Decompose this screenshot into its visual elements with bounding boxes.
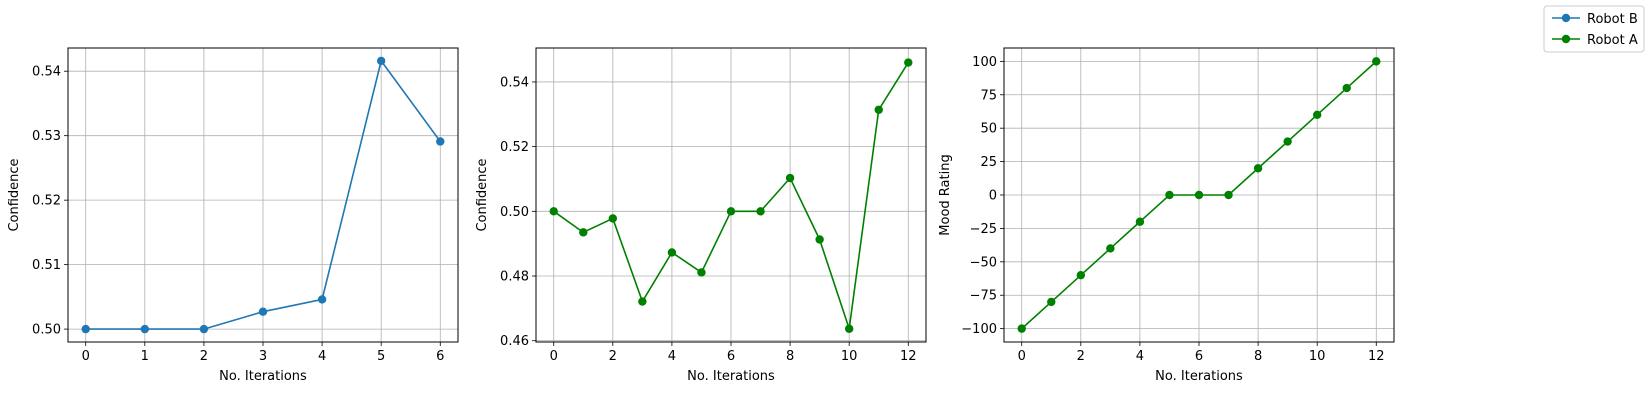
data-point-robot-a — [726, 207, 736, 216]
x-tick-label: 8 — [786, 349, 794, 364]
x-tick-label: 4 — [318, 349, 326, 364]
x-tick-label: 1 — [141, 349, 149, 364]
plot-frame — [67, 47, 459, 343]
legend-marker-robot-a — [1561, 34, 1571, 44]
y-tick-label: 0.52 — [500, 140, 529, 155]
data-point-robot-a — [1224, 190, 1233, 200]
y-tick-label: 0.46 — [500, 334, 529, 349]
x-tick-label: 0 — [1018, 349, 1026, 364]
y-tick-label: 0.52 — [32, 194, 61, 209]
data-point-robot-b — [81, 324, 90, 334]
data-point-robot-b — [317, 295, 327, 304]
x-tick-label: 8 — [1254, 349, 1262, 364]
y-tick-label: 0.54 — [500, 75, 529, 90]
x-tick-label: 6 — [1195, 349, 1203, 364]
data-point-robot-a — [756, 207, 765, 216]
y-tick-label: 0.50 — [32, 323, 61, 338]
x-tick-label: 4 — [1136, 349, 1144, 364]
plot-frame — [535, 47, 927, 343]
data-point-robot-a — [785, 173, 795, 183]
x-tick-label: 12 — [1368, 349, 1385, 364]
data-point-robot-a — [1165, 190, 1174, 200]
data-point-robot-a — [1076, 270, 1086, 280]
data-point-robot-a — [904, 58, 913, 67]
data-point-robot-a — [638, 297, 647, 306]
x-tick-label: 4 — [668, 349, 676, 364]
legend-label-robot-a: Robot A — [1587, 33, 1638, 48]
legend-label-robot-b: Robot B — [1587, 12, 1638, 27]
data-point-robot-a — [608, 214, 618, 223]
y-tick-label: −25 — [970, 222, 997, 237]
chart-panel-1: 0 1 2 3 4 5 6 0.50 0.51 0.52 0.53 0.54 No. Iteration… — [7, 47, 459, 384]
data-point-robot-a — [667, 248, 677, 257]
y-axis-label: Confidence — [475, 158, 490, 231]
chart-panel-2: 0 2 4 6 8 10 12 0.46 0.48 0.50 0.52 0.54 No. Iterati… — [475, 47, 927, 384]
x-tick-label: 0 — [550, 349, 558, 364]
data-point-robot-b — [436, 137, 445, 146]
x-tick-label: 5 — [377, 349, 385, 364]
data-point-robot-b — [199, 324, 209, 334]
x-tick-label: 2 — [609, 349, 617, 364]
legend: Robot B Robot A — [1543, 5, 1645, 53]
y-tick-label: 75 — [980, 88, 997, 103]
plot-frame — [1003, 47, 1395, 343]
x-tick-label: 2 — [1077, 349, 1085, 364]
y-tick-label: 100 — [972, 55, 997, 70]
y-tick-label: 0.50 — [500, 205, 529, 220]
y-tick-label: 25 — [980, 155, 997, 170]
y-tick-label: −75 — [970, 289, 997, 304]
data-point-robot-a — [1017, 324, 1026, 333]
x-tick-label: 6 — [727, 349, 735, 364]
x-tick-label: 10 — [841, 349, 858, 364]
data-point-robot-b — [258, 307, 268, 316]
y-axis-label: Mood Rating — [938, 154, 953, 235]
data-point-robot-a — [874, 105, 883, 114]
y-tick-label: 50 — [980, 122, 997, 137]
legend-marker-robot-b — [1561, 13, 1571, 23]
data-point-robot-a — [1253, 164, 1263, 173]
data-point-robot-a — [579, 228, 588, 237]
x-axis-label: No. Iterations — [219, 369, 307, 384]
data-point-robot-a — [697, 268, 706, 277]
y-tick-label: −100 — [961, 322, 997, 337]
y-axis-label: Confidence — [7, 158, 22, 231]
x-axis-label: No. Iterations — [687, 369, 775, 384]
data-point-robot-b — [376, 56, 386, 66]
data-point-robot-a — [1342, 83, 1351, 93]
data-point-robot-a — [1312, 110, 1322, 120]
data-point-robot-a — [844, 324, 854, 333]
x-tick-label: 12 — [900, 349, 917, 364]
x-tick-label: 10 — [1309, 349, 1326, 364]
x-tick-label: 6 — [436, 349, 444, 364]
x-tick-label: 0 — [82, 349, 90, 364]
y-tick-label: 0 — [989, 189, 997, 204]
chart-panel-3: 0 2 4 6 8 10 12 −100 −75 −50 −25 0 25 50 75 100 No. Iter… — [938, 47, 1395, 384]
data-point-robot-a — [1047, 297, 1056, 307]
y-tick-label: 0.51 — [32, 258, 61, 273]
data-point-robot-a — [549, 207, 558, 216]
data-point-robot-b — [140, 324, 150, 334]
data-point-robot-a — [1106, 244, 1115, 253]
data-point-robot-a — [1372, 57, 1381, 66]
x-axis-label: No. Iterations — [1155, 369, 1243, 384]
data-point-robot-a — [1135, 217, 1145, 226]
data-point-robot-a — [815, 235, 824, 244]
y-tick-label: −50 — [970, 255, 997, 270]
x-tick-label: 2 — [200, 349, 208, 364]
data-point-robot-a — [1194, 190, 1204, 200]
x-tick-label: 3 — [259, 349, 267, 364]
y-tick-label: 0.48 — [500, 270, 529, 285]
y-tick-label: 0.53 — [32, 129, 61, 144]
data-point-robot-a — [1283, 137, 1292, 146]
y-tick-label: 0.54 — [32, 65, 61, 80]
